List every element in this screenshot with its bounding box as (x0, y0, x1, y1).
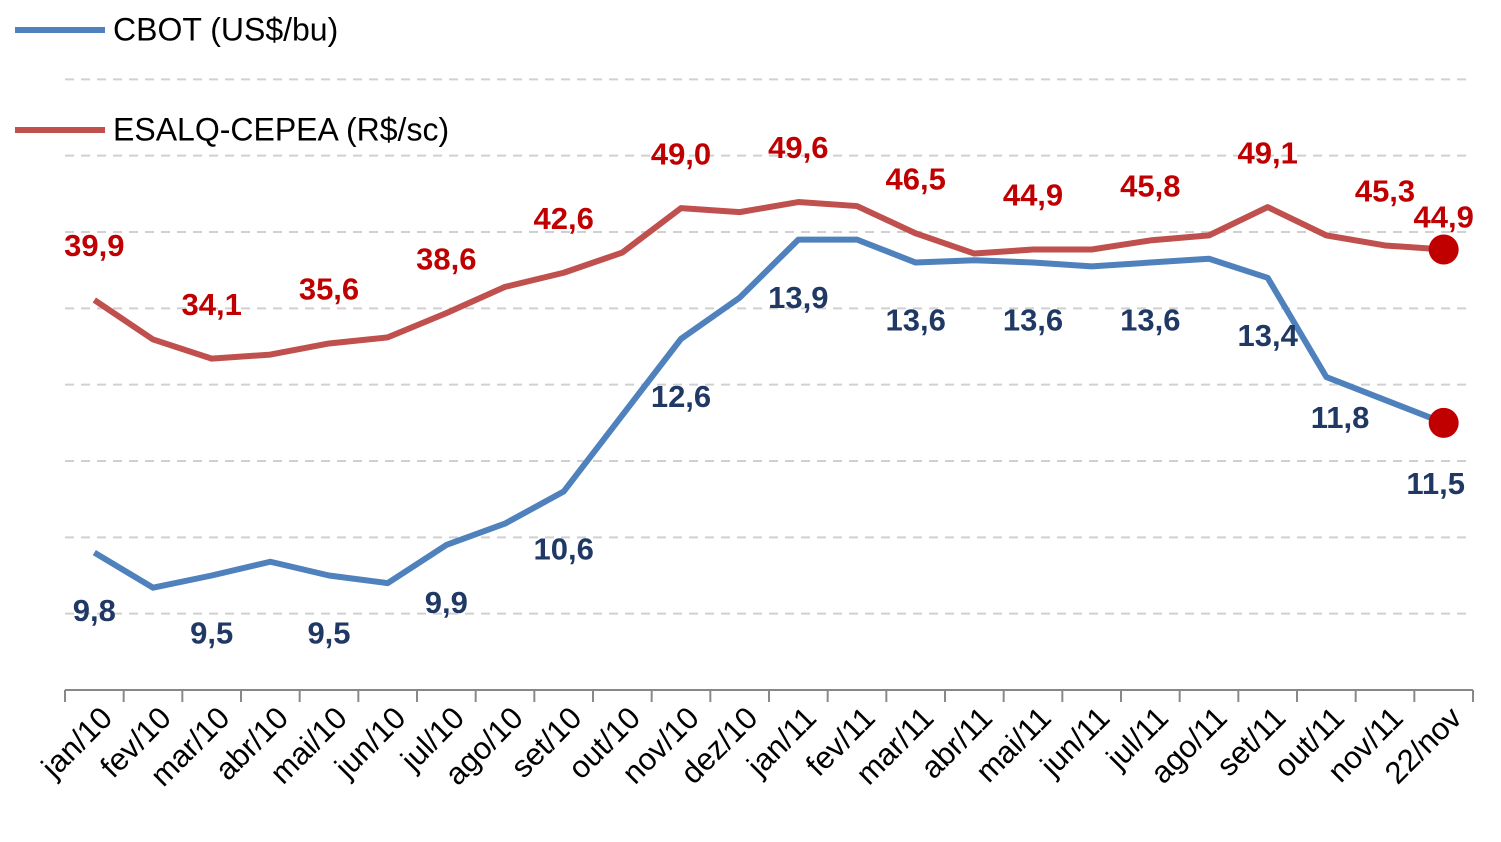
data-label: 35,6 (299, 272, 359, 307)
series-line (92, 199, 1444, 362)
data-label: 46,5 (885, 162, 945, 197)
legend-label: ESALQ-CEPEA (R$/sc) (113, 111, 449, 147)
data-label: 13,4 (1237, 318, 1298, 353)
series-line (92, 236, 1445, 591)
data-label: 9,8 (73, 593, 116, 628)
data-label: 49,1 (1237, 135, 1297, 170)
legend-label: CBOT (US$/bu) (113, 11, 338, 47)
data-label: 45,3 (1355, 174, 1415, 209)
data-label: 39,9 (64, 228, 124, 263)
data-label: 49,6 (768, 130, 828, 165)
data-label: 13,9 (768, 280, 828, 315)
data-label: 44,9 (1413, 200, 1473, 235)
data-label: 13,6 (885, 303, 945, 338)
data-label: 11,8 (1311, 400, 1370, 435)
data-label: 11,5 (1406, 466, 1465, 501)
data-label: 12,6 (651, 379, 711, 414)
data-label: 49,0 (651, 136, 711, 171)
end-marker (1428, 234, 1459, 265)
data-label: 10,6 (533, 532, 593, 567)
data-label: 13,6 (1120, 303, 1180, 338)
data-label: 13,6 (1003, 303, 1063, 338)
data-label: 42,6 (533, 201, 593, 236)
data-label: 9,9 (425, 585, 468, 620)
data-label: 9,5 (190, 616, 233, 651)
data-label: 9,5 (307, 616, 350, 651)
data-label: 38,6 (416, 241, 476, 276)
end-marker (1428, 407, 1459, 438)
data-label: 44,9 (1003, 178, 1063, 213)
data-label: 45,8 (1120, 169, 1180, 204)
data-label: 34,1 (181, 287, 241, 322)
